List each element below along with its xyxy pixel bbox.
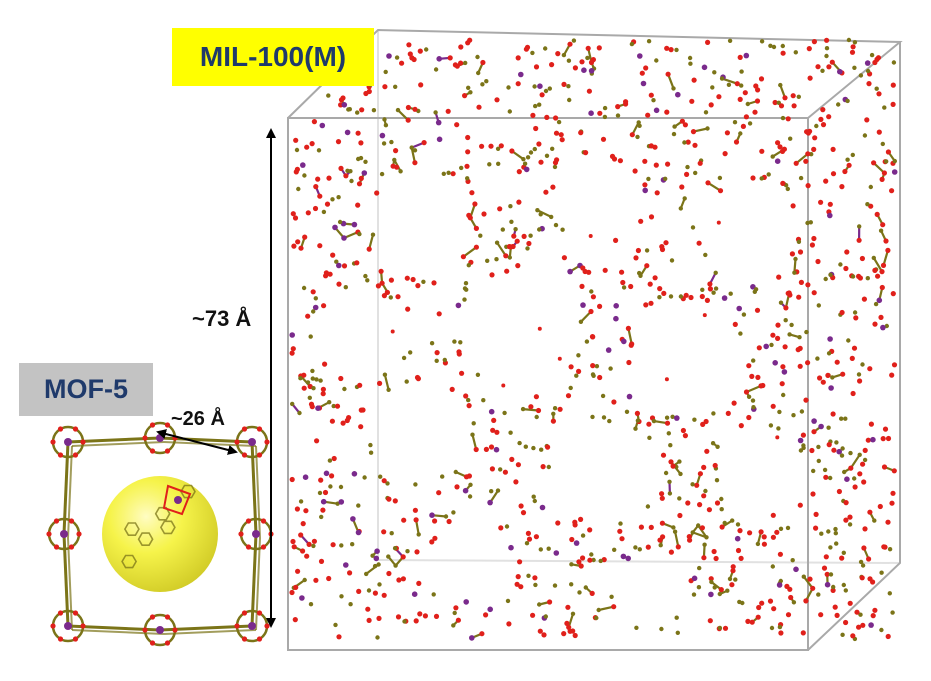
unit-cell-side-face [807, 42, 901, 651]
small-dimension-arrow [156, 429, 238, 455]
unit-cell-front-face [287, 117, 809, 651]
mof5-pore-sphere [102, 476, 218, 592]
mof5-label: MOF-5 [19, 363, 153, 416]
mil100-atom-cloud [289, 37, 898, 642]
unit-cell-back-bottom-edge [377, 559, 901, 564]
unit-cell-top-face [287, 28, 903, 119]
large-dimension-label: ~73 Å [192, 306, 252, 331]
small-dimension-label: ~26 Å [171, 408, 225, 430]
unit-cell-box [287, 28, 903, 651]
mil100-label: MIL-100(M) [172, 28, 374, 86]
mof5-front-linkers [121, 484, 196, 569]
